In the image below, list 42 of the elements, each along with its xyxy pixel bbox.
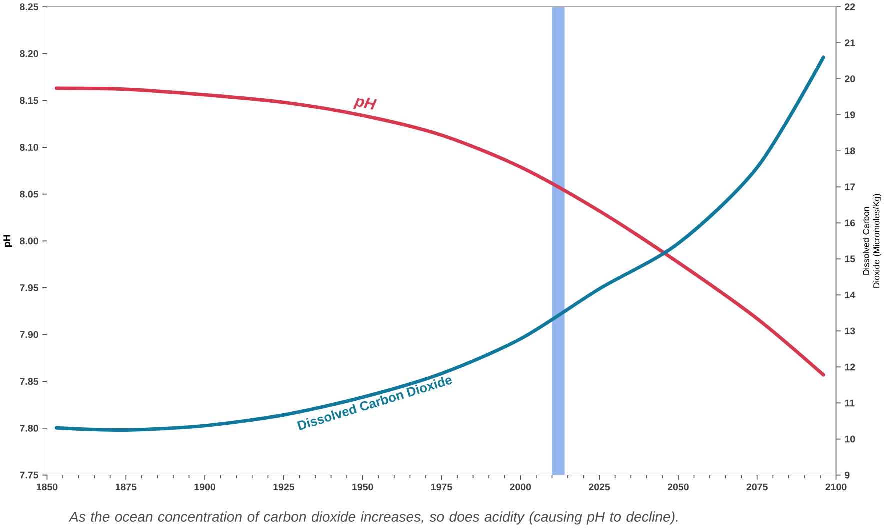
x-tick-label: 2075 [746,484,768,490]
x-tick-label: 1975 [432,484,452,490]
y2-tick-label: 15 [845,256,856,262]
y-tick-label: 7.80 [20,424,38,432]
y-tick-label: 8.20 [20,50,38,58]
y-tick-label: 7.90 [20,331,38,338]
y-tick-label: 7.95 [20,284,39,292]
text: As the ocean concentration of carbon dioxide increases, so does acidity (causing pH to decline). [68,511,678,525]
y2-tick-label: 14 [845,292,856,298]
y-tick-label: 8.10 [20,144,38,151]
x-tick-label: 1950 [352,484,374,490]
x-tick-label: 1875 [116,484,137,490]
y-tick-label: 7.85 [20,378,39,385]
y-axis-title: pH [4,235,12,247]
y2-tick-label: 19 [845,111,856,118]
x-tick-label: 1900 [194,484,216,490]
x-tick-label: 2000 [510,484,532,490]
line-series [54,86,826,377]
text: pH [353,98,378,110]
y2-tick-label: 16 [845,220,856,226]
x-tick-label: 1850 [37,484,58,490]
y2-tick-label: 12 [845,364,856,370]
y2-tick-label: 21 [845,39,856,46]
y-tick-label: 8.15 [20,97,39,104]
y-tick-label: 8.00 [20,238,38,244]
y-tick-label: 8.05 [20,190,39,198]
y2-tick-label: 17 [845,184,856,190]
y2-tick-label: 13 [845,328,856,334]
y-tick-label: 8.25 [20,3,39,10]
y2-tick-label: 18 [845,147,856,154]
y2-tick-label: 9 [845,472,850,479]
y2-tick-label: 11 [845,400,855,406]
y-tick-label: 7.75 [20,472,39,479]
x-tick-label: 2100 [826,484,847,490]
y2-tick-label: 10 [845,436,856,443]
y2-axis-title: Dissolved Carbon Dioxide (Micromoles/Kg) [863,194,882,288]
x-tick-label: 2025 [589,484,610,490]
x-tick-label: 2050 [668,484,689,490]
line-series [54,56,826,432]
x-tick-label: 1925 [274,484,295,490]
y2-tick-label: 20 [845,75,856,82]
y2-tick-label: 22 [845,3,856,10]
